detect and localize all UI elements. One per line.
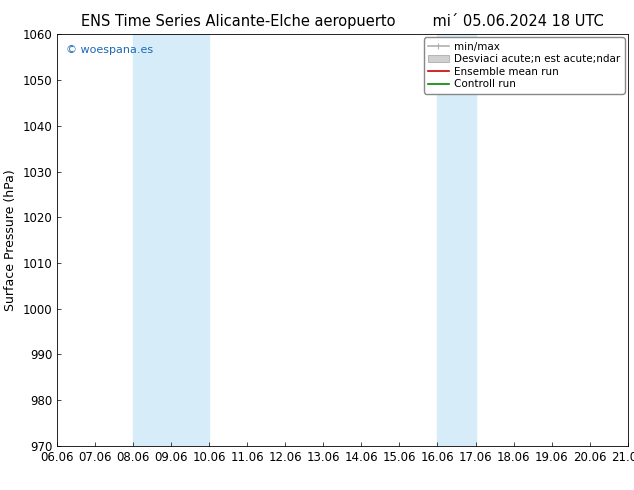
Y-axis label: Surface Pressure (hPa): Surface Pressure (hPa) — [4, 169, 17, 311]
Text: © woespana.es: © woespana.es — [66, 45, 153, 54]
Legend: min/max, Desviaci acute;n est acute;ndar, Ensemble mean run, Controll run: min/max, Desviaci acute;n est acute;ndar… — [424, 37, 624, 94]
Bar — [437, 34, 476, 446]
Title: ENS Time Series Alicante-Elche aeropuerto        mi´ 05.06.2024 18 UTC: ENS Time Series Alicante-Elche aeropuert… — [81, 13, 604, 29]
Bar — [133, 34, 209, 446]
